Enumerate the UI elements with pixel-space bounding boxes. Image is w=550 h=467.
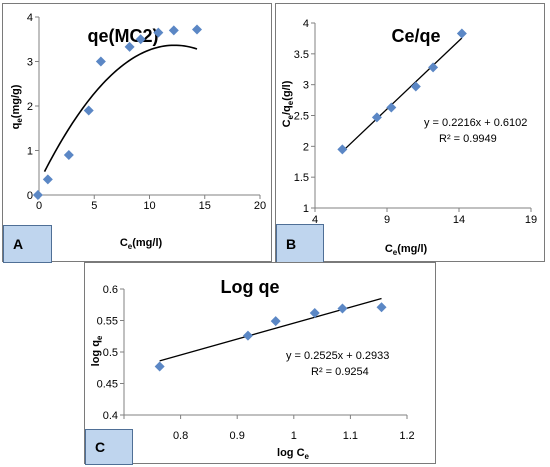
chart-b-title: Ce/qe (391, 26, 440, 46)
x-tick-label: 10 (143, 200, 155, 212)
chart-b-xlabel: Ce(mg/l) (385, 243, 428, 257)
chart-a-plot: 0 5 10 15 20 0 1 2 3 4 (27, 12, 266, 212)
y-tick-label: 1 (303, 203, 309, 215)
y-tick-label: 1.5 (294, 172, 309, 184)
chart-c-svg: Log qe 0.70.80.911.11.20.40.450.50.550.6… (90, 277, 415, 461)
chart-b-ylabel: Ce/qe(g/l) (281, 80, 295, 127)
y-tick-label: 0.5 (103, 347, 118, 359)
data-point (242, 330, 253, 341)
data-point (337, 144, 348, 155)
data-point (63, 149, 74, 160)
chart-a-svg: qe(MC2) 0 5 10 15 20 0 1 2 3 4 Ce(mg/l) qe(mg/g) (10, 12, 266, 251)
data-point (153, 27, 164, 38)
chart-a-xlabel: Ce(mg/l) (120, 237, 163, 251)
y-tick-label: 1 (27, 146, 33, 158)
chart-b-plot: 4 9 14 19 1 1.5 2 2.5 3 3.5 4 (294, 18, 537, 226)
chart-c-ylabel: log qe (90, 335, 104, 366)
y-tick-label: 4 (27, 12, 33, 24)
data-point (410, 81, 421, 92)
chart-c-tag: C (85, 429, 133, 465)
chart-b-equation: y = 0.2216x + 0.6102 (424, 117, 527, 129)
y-tick-label: 0.4 (103, 410, 118, 422)
x-tick-label: 1 (291, 430, 297, 442)
data-point (168, 25, 179, 36)
data-point (376, 302, 387, 313)
x-tick-label: 0 (36, 200, 42, 212)
data-point (42, 174, 53, 185)
chart-panel-c: Log qe 0.70.80.911.11.20.40.450.50.550.6… (84, 262, 436, 465)
x-tick-label: 1.1 (343, 430, 358, 442)
chart-c-equation: y = 0.2525x + 0.2933 (286, 350, 389, 362)
x-tick-label: 1.2 (399, 430, 414, 442)
x-tick-label: 5 (91, 200, 97, 212)
chart-panel-a: qe(MC2) 0 5 10 15 20 0 1 2 3 4 Ce(mg/l) qe(mg/g) … (2, 3, 272, 263)
trend-line (341, 37, 463, 152)
chart-b-r2: R² = 0.9949 (439, 133, 497, 145)
y-tick-label: 2.5 (294, 111, 309, 123)
data-point (154, 361, 165, 372)
chart-b-tag: B (276, 224, 324, 263)
chart-a-title: qe(MC2) (88, 26, 159, 46)
y-tick-label: 0.6 (103, 284, 118, 296)
data-point (371, 112, 382, 123)
data-point (124, 41, 135, 52)
data-point (270, 316, 281, 327)
chart-a-tag: A (3, 225, 52, 263)
chart-c-r2: R² = 0.9254 (311, 366, 369, 378)
data-point (83, 105, 94, 116)
x-tick-label: 14 (453, 214, 465, 226)
chart-a-ylabel: qe(mg/g) (10, 84, 24, 129)
data-point (192, 24, 203, 35)
data-point (95, 56, 106, 67)
x-tick-label: 19 (525, 214, 537, 226)
data-point (309, 307, 320, 318)
x-tick-label: 0.8 (173, 430, 188, 442)
x-tick-label: 15 (199, 200, 211, 212)
y-tick-label: 4 (303, 18, 309, 30)
y-tick-label: 3 (27, 57, 33, 69)
x-tick-label: 0.9 (230, 430, 245, 442)
chart-c-title: Log qe (221, 277, 280, 297)
data-point (428, 62, 439, 73)
y-tick-label: 2 (27, 101, 33, 113)
chart-c-plot: 0.70.80.911.11.20.40.450.50.550.6 (97, 284, 415, 442)
y-tick-label: 3 (303, 80, 309, 92)
chart-c-xlabel: log Ce (277, 447, 310, 461)
chart-panel-b: Ce/qe 4 9 14 19 1 1.5 2 2.5 3 3.5 4 y = 0.2216x + … (275, 3, 545, 263)
y-tick-label: 2 (303, 141, 309, 153)
data-point (32, 190, 43, 200)
trend-curve (43, 44, 198, 172)
y-tick-label: 0 (27, 190, 33, 202)
y-tick-label: 0.55 (97, 316, 118, 328)
x-tick-label: 20 (254, 200, 266, 212)
data-point (456, 28, 467, 39)
data-point (386, 102, 397, 113)
y-tick-label: 3.5 (294, 49, 309, 61)
x-tick-label: 9 (384, 214, 390, 226)
data-point (337, 303, 348, 314)
chart-b-svg: Ce/qe 4 9 14 19 1 1.5 2 2.5 3 3.5 4 y = 0.2216x + … (281, 18, 537, 257)
data-point (135, 34, 146, 45)
y-tick-label: 0.45 (97, 379, 118, 391)
x-tick-label: 4 (312, 214, 318, 226)
